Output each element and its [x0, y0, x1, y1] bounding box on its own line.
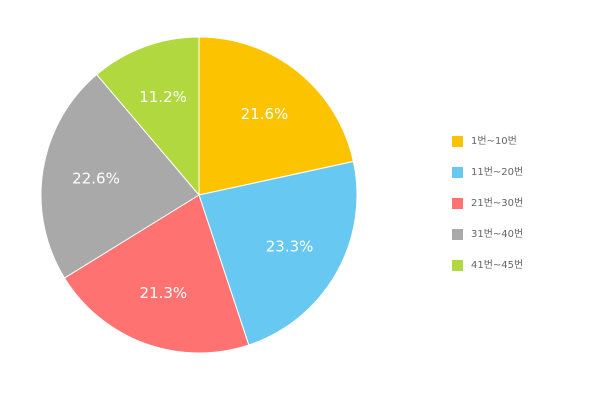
slice-value-label: 11.2% [139, 88, 187, 106]
legend-item: 1번~10번 [452, 134, 582, 149]
legend-swatch [452, 229, 463, 240]
pie-slice [63, 194, 250, 354]
legend-swatch [452, 167, 463, 178]
legend-label: 11번~20번 [471, 167, 524, 178]
pie-slice [198, 160, 358, 346]
legend-label: 1번~10번 [471, 136, 517, 147]
pie-slices [40, 36, 358, 354]
legend-label: 41번~45번 [471, 260, 524, 271]
pie-slice [40, 73, 200, 279]
legend: 1번~10번 11번~20번 21번~30번 31번~40번 41번~45번 [452, 134, 582, 289]
legend-swatch [452, 136, 463, 147]
slice-value-label: 21.3% [140, 284, 188, 302]
legend-swatch [452, 260, 463, 271]
slice-value-label: 22.6% [72, 170, 120, 188]
legend-label: 31번~40번 [471, 229, 524, 240]
legend-item: 11번~20번 [452, 165, 582, 180]
legend-item: 21번~30번 [452, 196, 582, 211]
slice-value-label: 21.6% [241, 105, 289, 123]
legend-item: 41번~45번 [452, 258, 582, 273]
pie-slice [198, 36, 355, 196]
pie-slice-labels: 21.6% 23.3% 21.3% 22.6% 11.2% [72, 88, 313, 302]
legend-item: 31번~40번 [452, 227, 582, 242]
legend-label: 21번~30번 [471, 198, 524, 209]
pie-slice [96, 36, 200, 197]
slice-value-label: 23.3% [266, 238, 314, 256]
legend-swatch [452, 198, 463, 209]
